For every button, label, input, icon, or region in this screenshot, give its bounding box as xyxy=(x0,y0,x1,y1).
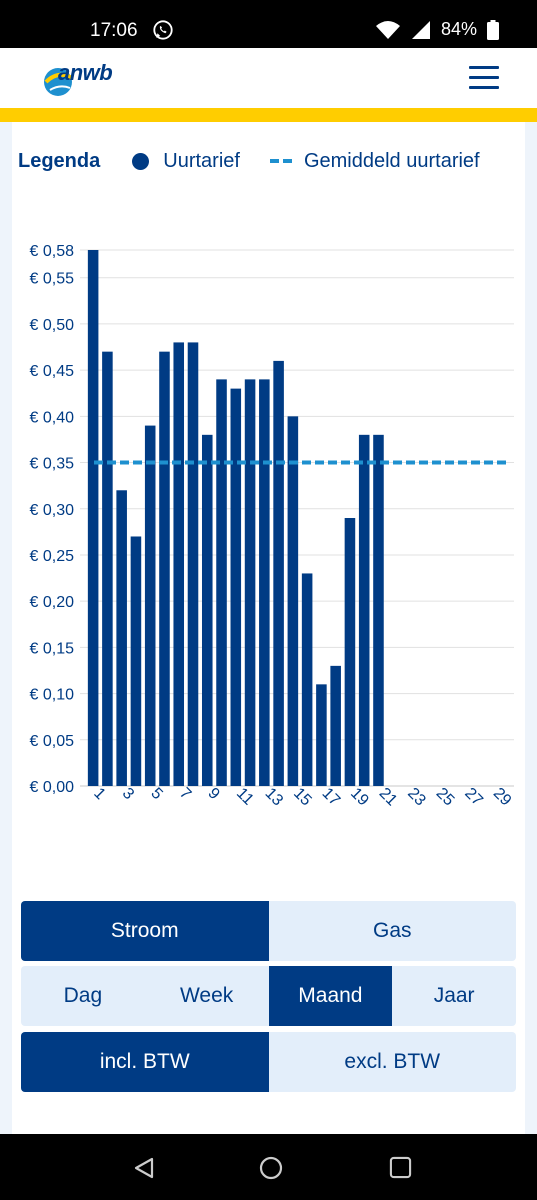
bar xyxy=(230,388,242,786)
battery-icon xyxy=(487,19,499,40)
bar xyxy=(316,684,327,786)
header-accent-band xyxy=(0,108,537,122)
legend-dash-icon xyxy=(269,159,292,163)
bar xyxy=(187,342,199,786)
back-icon[interactable] xyxy=(132,1156,156,1180)
y-tick-label: € 0,40 xyxy=(30,409,75,426)
energy-toggle: Stroom Gas xyxy=(21,901,516,961)
logo-globe-icon xyxy=(44,68,73,96)
x-tick-label: 11 xyxy=(233,785,257,809)
x-tick-label: 7 xyxy=(176,785,194,803)
period-jaar-button[interactable]: Jaar xyxy=(433,984,475,1007)
bar xyxy=(216,379,227,786)
legend-average-label: Gemiddeld uurtarief xyxy=(303,149,480,172)
x-tick-label: 23 xyxy=(404,785,429,810)
vat-toggle: incl. BTW excl. BTW xyxy=(21,1032,516,1092)
recent-apps-icon[interactable] xyxy=(389,1156,412,1179)
energy-gas-button[interactable]: Gas xyxy=(372,919,412,942)
x-tick-label: 21 xyxy=(376,785,401,810)
bar xyxy=(130,536,142,786)
anwb-logo[interactable]: anwb xyxy=(40,56,130,100)
bar xyxy=(144,425,156,786)
x-tick-label: 9 xyxy=(204,785,222,803)
y-tick-label: € 0,58 xyxy=(30,243,75,260)
legend-dot-icon xyxy=(132,152,150,170)
energy-stroom-button[interactable]: Stroom xyxy=(21,901,269,961)
price-chart: € 0,58 € 0,55 € 0,50 € 0,45 € 0,40 € 0,35 € 0,… xyxy=(30,243,515,810)
y-tick-label: € 0,15 xyxy=(30,640,75,657)
period-maand-button[interactable]: Maand xyxy=(268,966,393,1026)
x-tick-label: 13 xyxy=(262,785,287,810)
bar xyxy=(87,250,99,786)
y-tick-label: € 0,05 xyxy=(30,733,75,750)
y-tick-label: € 0,30 xyxy=(30,502,75,519)
x-tick-label: 25 xyxy=(433,785,458,810)
bar xyxy=(373,434,384,786)
legend-series-label: Uurtarief xyxy=(163,149,240,172)
bar xyxy=(116,490,127,786)
status-time: 17:06 xyxy=(90,20,138,41)
x-tick-label: 1 xyxy=(90,785,108,803)
y-tick-label: € 0,20 xyxy=(30,594,75,611)
system-nav-bar xyxy=(0,1134,537,1200)
period-dag-button[interactable]: Dag xyxy=(63,984,103,1007)
battery-percentage: 84% xyxy=(440,19,477,39)
x-tick-label: 29 xyxy=(490,785,515,810)
status-bar: 17:06 84% xyxy=(0,0,537,48)
y-tick-label: € 0,25 xyxy=(30,548,75,565)
wifi-icon xyxy=(375,20,400,39)
y-tick-label: € 0,00 xyxy=(30,779,75,796)
y-tick-label: € 0,10 xyxy=(30,687,75,704)
x-tick-label: 5 xyxy=(147,785,165,803)
app-header: anwb xyxy=(0,48,537,108)
y-tick-label: € 0,55 xyxy=(30,271,75,288)
bar xyxy=(358,434,370,786)
bar xyxy=(273,360,284,786)
home-icon[interactable] xyxy=(259,1156,283,1180)
hamburger-menu-icon[interactable] xyxy=(469,66,499,90)
period-toggle: Dag Week Maand Jaar xyxy=(21,966,516,1026)
x-tick-label: 17 xyxy=(319,785,344,810)
whatsapp-icon xyxy=(153,20,173,40)
bar xyxy=(102,351,113,786)
bar xyxy=(287,416,299,786)
legend-title: Legenda xyxy=(18,149,101,172)
bar xyxy=(301,573,313,786)
y-tick-label: € 0,45 xyxy=(30,363,75,380)
x-tick-label: 15 xyxy=(290,785,315,810)
period-week-button[interactable]: Week xyxy=(179,984,234,1007)
y-tick-label: € 0,35 xyxy=(30,456,75,473)
signal-icon xyxy=(411,20,430,39)
status-icons: 84% xyxy=(375,19,499,40)
x-tick-label: 27 xyxy=(461,785,486,810)
bar xyxy=(201,434,213,786)
x-tick-label: 19 xyxy=(347,785,372,810)
bar xyxy=(159,351,170,786)
x-tick-label: 3 xyxy=(119,785,137,803)
bar xyxy=(330,665,341,786)
bar xyxy=(173,342,185,786)
bar xyxy=(344,518,356,786)
vat-incl-btw-button[interactable]: incl. BTW xyxy=(21,1032,269,1092)
chart-legend: Legenda Uurtarief Gemiddeld uurtarief xyxy=(18,148,480,174)
logo-text: anwb xyxy=(58,60,113,85)
y-tick-label: € 0,50 xyxy=(30,317,75,334)
vat-excl-btw-button[interactable]: excl. BTW xyxy=(344,1050,441,1073)
bar xyxy=(244,379,256,786)
bar xyxy=(259,379,270,786)
